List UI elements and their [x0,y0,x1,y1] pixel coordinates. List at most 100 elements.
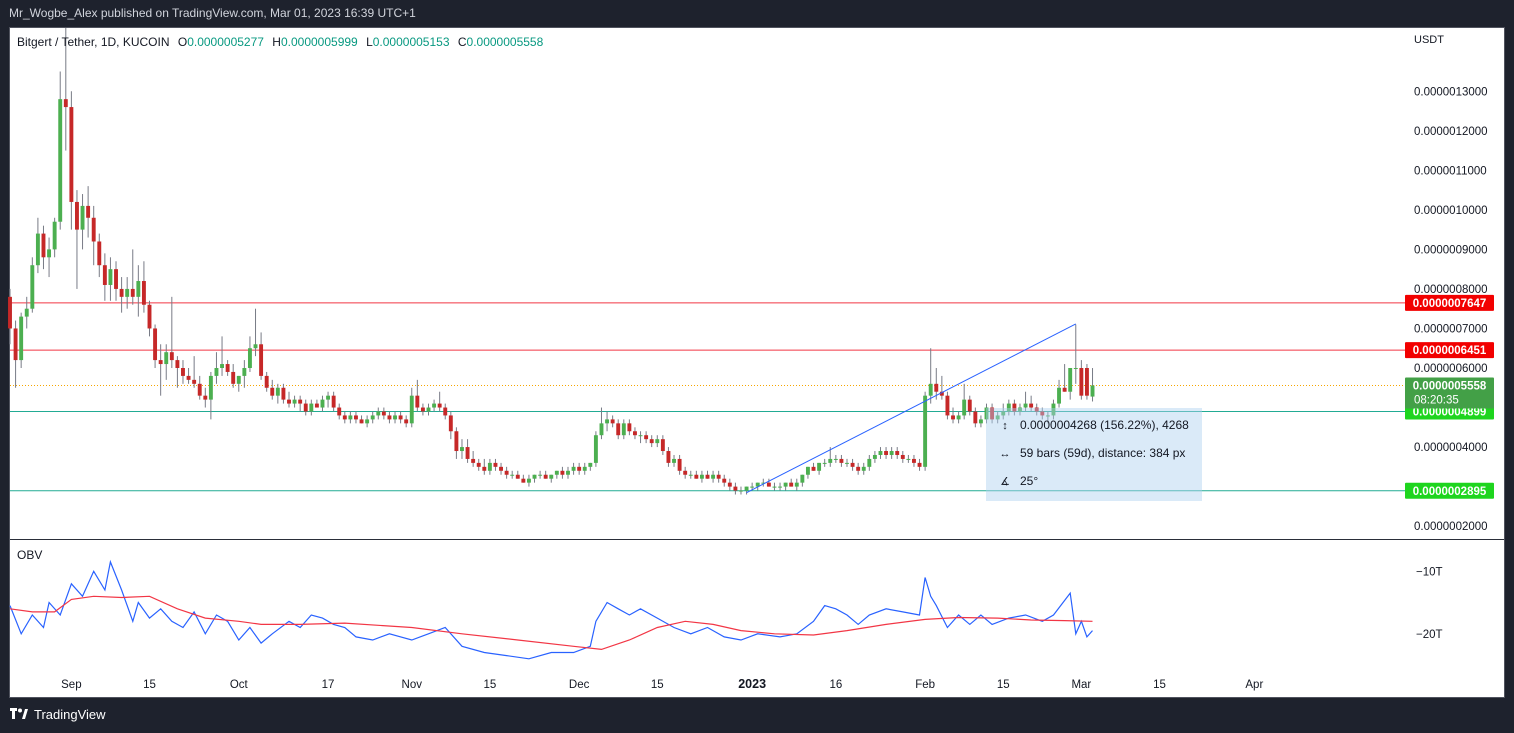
candle-4 [30,257,35,313]
candle-body [1018,407,1022,412]
candle-17 [102,253,107,301]
candle-body [789,482,794,487]
candle-7 [47,237,52,278]
candle-body [13,328,18,361]
candle-body [978,419,983,424]
level-tag-bg [1405,482,1494,499]
price-tick-label-3: 0.0000010000 [1414,205,1488,217]
candle-151 [850,458,855,471]
candle-body [309,403,314,412]
candle-193 [1084,364,1089,400]
candle-109 [616,419,621,440]
candle-body [633,431,637,436]
candle-140 [789,478,794,487]
candle-155 [872,451,877,463]
candle-67 [381,407,386,420]
candle-176 [990,403,995,424]
level-tag-text: 0.0000002895 [1413,486,1487,498]
candle-body [833,458,838,460]
candle-body [214,368,219,376]
candle-body [409,395,414,424]
close-label: C [457,35,467,49]
candle-body [35,233,40,266]
arrow-vertical-icon: ↕ [1002,420,1008,432]
candle-body [755,482,760,487]
candle-body [621,423,626,436]
candle-body [1062,387,1067,392]
candle-body [660,439,665,452]
candle-12 [75,190,79,289]
candle-141 [794,478,799,491]
candle-body [487,462,492,471]
candle-body [805,466,810,475]
candle-125 [705,470,710,479]
candle-43 [247,336,252,372]
candle-body [800,474,805,483]
candle-44 [253,308,258,357]
candle-175 [984,403,989,424]
candle-body [158,360,163,365]
price-tick-label-4: 0.0000009000 [1414,244,1488,256]
candle-174 [978,415,983,428]
candle-111 [627,419,632,436]
candle-136 [766,478,771,487]
candle-132 [744,486,749,495]
candle-body [811,466,816,471]
candle-body [923,395,928,467]
candle-body [108,269,113,285]
candle-body [850,462,855,467]
candle-body [443,407,448,416]
open-value: 0.0000005277 [187,35,264,49]
candle-124 [699,470,704,483]
candle-body [259,344,264,376]
candle-156 [878,447,883,459]
candle-body [130,288,135,297]
candle-46 [264,371,269,392]
candle-body [917,462,922,467]
obv-tick-label-0: −10T [1416,566,1443,578]
candle-body [52,221,57,250]
candle-body [102,265,107,285]
candle-body [845,462,849,464]
candle-body [761,482,766,484]
candle-122 [688,470,693,479]
candle-body [270,387,275,396]
chart-frame[interactable] [9,27,1505,698]
candle-76 [432,399,437,412]
measure-tooltip: ↕ 0.0000004268 (156.22%), 4268 ↔ 59 bars (… [986,408,1202,501]
candle-body [616,423,621,436]
open-label: O [177,35,188,49]
candle-21 [125,277,130,309]
symbol-legend: Bitgert / Tether, 1D, KUCOIN O0.00000052… [17,35,543,49]
trendline[interactable] [746,323,1077,494]
candle-body [549,474,554,479]
time-tick-label-14: Apr [1245,679,1263,691]
time-tick-label-10: Feb [915,679,935,691]
candle-body [672,458,676,463]
candle-body [967,399,972,412]
time-tick-label-13: 15 [1153,679,1166,691]
level-tag-text: 0.0000007647 [1413,298,1487,310]
time-tick-label-3: 17 [322,679,335,691]
time-tick-label-1: 15 [143,679,156,691]
candle-168 [945,391,950,420]
brand-name: TradingView [34,707,106,722]
obv-label: OBV [17,548,43,562]
candle-body [688,474,693,476]
candle-body [699,474,704,479]
level-tag-text: 0.0000006451 [1413,345,1487,357]
candle-body [208,375,213,400]
candle-body [136,281,141,297]
candle-body [973,411,978,424]
candle-59 [337,403,342,420]
candle-body [197,383,202,396]
candle-body [454,431,459,452]
candle-5 [35,217,40,274]
candle-45 [259,332,264,380]
candle-164 [923,391,928,471]
candle-body [577,466,582,471]
candle-body [566,470,570,475]
tradingview-logo[interactable]: TradingView [10,707,106,722]
candle-23 [136,265,141,317]
